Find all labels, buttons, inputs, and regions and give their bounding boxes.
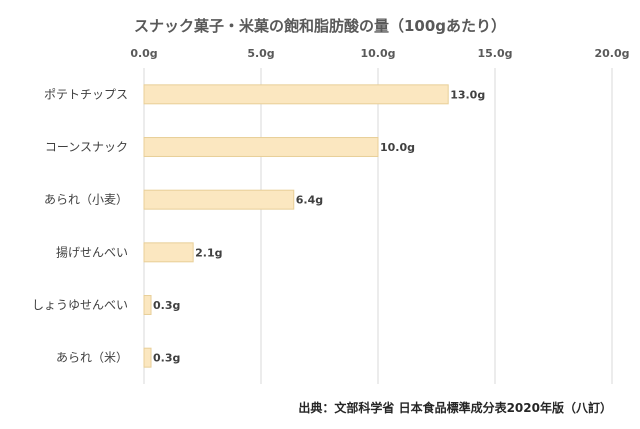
x-tick-labels: 0.0g 5.0g 10.0g 15.0g 20.0g: [130, 47, 629, 60]
value-label: 2.1g: [195, 246, 222, 259]
bar: [143, 84, 449, 105]
value-label: 0.3g: [153, 299, 180, 312]
bar: [143, 295, 152, 315]
category-label: しょうゆせんべい: [32, 298, 128, 312]
category-label: コーンスナック: [45, 140, 128, 154]
value-label: 0.3g: [153, 352, 180, 365]
x-tick-label: 0.0g: [130, 47, 157, 60]
x-tick-label: 10.0g: [360, 47, 395, 60]
value-label: 10.0g: [380, 141, 415, 154]
bar: [143, 189, 295, 210]
value-labels: 13.0g 10.0g 6.4g 2.1g 0.3g 0.3g: [153, 88, 485, 364]
category-label: ポテトチップス: [44, 87, 128, 101]
x-tick-label: 20.0g: [594, 47, 629, 60]
grid: [143, 68, 613, 384]
category-label: あられ（米）: [56, 351, 128, 365]
value-label: 13.0g: [450, 88, 485, 101]
bar: [143, 347, 152, 368]
bar: [143, 242, 194, 263]
x-tick-label: 5.0g: [247, 47, 274, 60]
category-label: 揚げせんべい: [56, 245, 128, 259]
source-note: 出典：文部科学省 日本食品標準成分表2020年版（八訂）: [298, 400, 612, 415]
category-label: あられ（小麦）: [44, 193, 128, 207]
chart-title: スナック菓子・米菓の飽和脂肪酸の量（100gあたり）: [134, 17, 506, 35]
bar: [143, 137, 379, 157]
x-tick-label: 15.0g: [477, 47, 512, 60]
bars: [143, 84, 449, 368]
value-label: 6.4g: [296, 194, 323, 207]
